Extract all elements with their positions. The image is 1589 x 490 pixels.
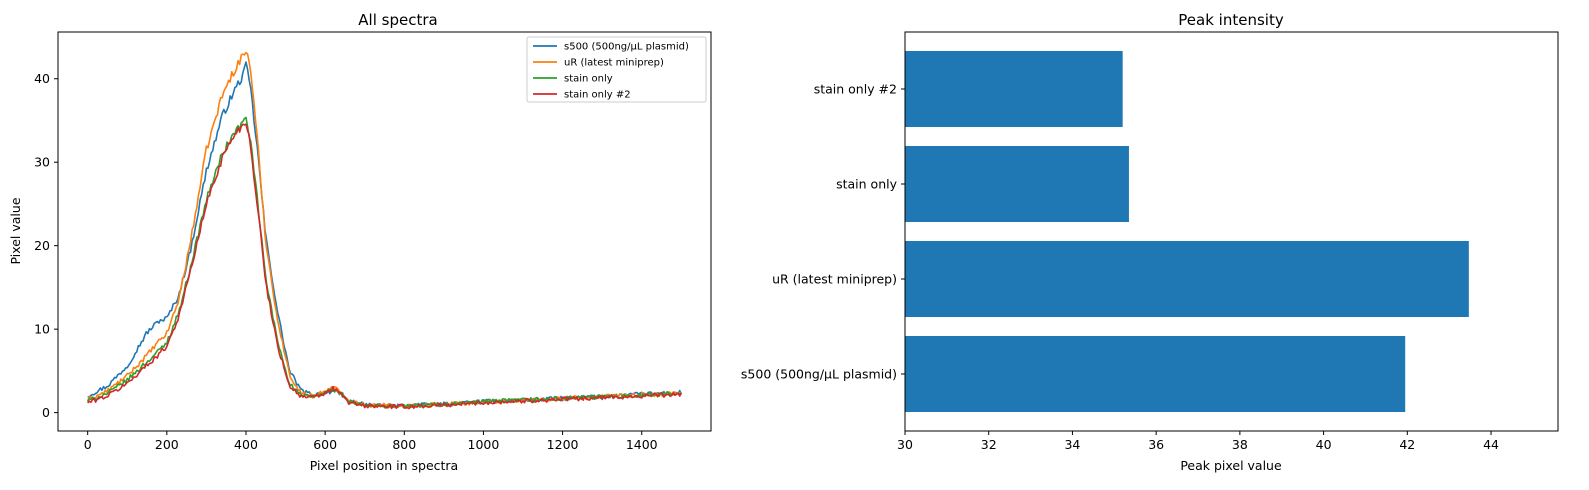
x-tick-label: 34 <box>1064 437 1080 452</box>
x-tick-label: 44 <box>1483 437 1499 452</box>
x-tick-label: 1200 <box>547 437 579 452</box>
x-tick-label: 1000 <box>468 437 500 452</box>
bar <box>905 51 1123 127</box>
x-tick-label: 400 <box>234 437 258 452</box>
x-tick-label: 200 <box>155 437 179 452</box>
x-tick-label: 600 <box>313 437 337 452</box>
bar <box>905 241 1469 317</box>
legend: s500 (500ng/µL plasmid) uR (latest minipr… <box>526 36 707 103</box>
x-tick-label: 30 <box>897 437 913 452</box>
series-line-0 <box>87 61 683 409</box>
category-label: stain only #2 <box>814 82 897 97</box>
x-tick-label: 40 <box>1316 437 1332 452</box>
chart-title-all-spectra: All spectra <box>358 11 437 29</box>
bar <box>905 146 1129 222</box>
category-label: stain only <box>836 177 897 192</box>
peak-intensity-chart: Peak intensity s500 (500ng/µL plasmid) uR… <box>741 11 1559 473</box>
x-tick-label: 800 <box>392 437 416 452</box>
y-tick-label: 10 <box>34 322 50 337</box>
x-axis-label-peak-intensity: Peak pixel value <box>1180 458 1282 473</box>
legend-frame <box>526 36 707 103</box>
x-tick-label: 38 <box>1232 437 1248 452</box>
series-line-1 <box>86 51 682 409</box>
legend-label: s500 (500ng/µL plasmid) <box>564 42 689 53</box>
y-tick-label: 40 <box>34 71 50 86</box>
bar <box>905 336 1406 412</box>
y-tick-label: 0 <box>42 405 50 420</box>
y-tick-label: 20 <box>34 238 50 253</box>
x-axis-label-all-spectra: Pixel position in spectra <box>310 458 458 473</box>
x-tick-label: 32 <box>981 437 997 452</box>
x-tick-label: 0 <box>84 437 92 452</box>
right-bars-group <box>905 51 1469 412</box>
series-line-3 <box>87 123 683 410</box>
all-spectra-chart: All spectra 0 200 400 600 800 1000 1200 1400 0 10… <box>8 11 712 473</box>
y-axis-label-all-spectra: Pixel value <box>8 197 23 264</box>
x-tick-label: 36 <box>1148 437 1164 452</box>
x-tick-label: 1400 <box>626 437 658 452</box>
category-label: uR (latest miniprep) <box>772 272 897 287</box>
left-series-group <box>86 51 683 410</box>
x-tick-label: 42 <box>1399 437 1415 452</box>
left-axis-ticks: 0 200 400 600 800 1000 1200 1400 0 10 20 30 40 <box>34 71 658 452</box>
series-line-2 <box>86 116 682 409</box>
category-label: s500 (500ng/µL plasmid) <box>741 367 897 382</box>
legend-label: uR (latest miniprep) <box>564 58 664 69</box>
left-plot-frame <box>57 31 712 432</box>
chart-title-peak-intensity: Peak intensity <box>1178 11 1284 29</box>
right-axis-ticks: s500 (500ng/µL plasmid) uR (latest minipr… <box>741 82 1499 453</box>
legend-label: stain only #2 <box>564 90 631 101</box>
right-plot-frame <box>904 31 1559 432</box>
legend-label: stain only <box>564 74 613 85</box>
y-tick-label: 30 <box>34 155 50 170</box>
